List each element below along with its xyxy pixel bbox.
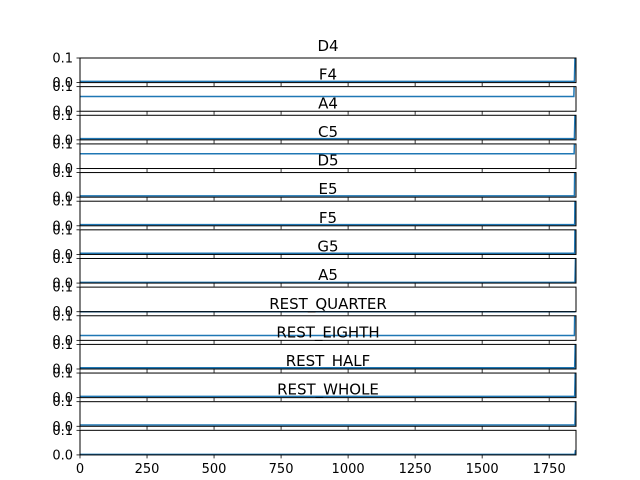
subplot-title: A4: [318, 94, 338, 112]
subplot-title: REST_QUARTER: [269, 295, 387, 314]
series-line: [80, 373, 576, 398]
axes-frame: [79, 401, 577, 427]
y-tick-label: 0.0: [52, 391, 73, 406]
subplot: 0.0 0.1 D4: [52, 37, 577, 91]
y-tick-label: 0.0: [52, 363, 73, 378]
y-tick-label: 0.0: [52, 334, 73, 349]
y-tick-label: 0.1: [52, 80, 73, 95]
axes-frame: [79, 429, 577, 456]
y-tick-label: 0.0: [52, 420, 73, 435]
series-line: [80, 315, 576, 337]
y-tick-label: 0.0: [52, 277, 73, 292]
axes-frame: [79, 257, 577, 284]
series-line: [80, 201, 576, 226]
series-line: [80, 115, 576, 140]
x-tick-label: 1750: [533, 462, 566, 477]
x-tick-label: 1500: [466, 462, 499, 477]
subplot-title: F4: [319, 66, 337, 84]
y-tick-label: 0.0: [52, 448, 73, 463]
axes-frame: [79, 172, 577, 198]
x-tick-label: 1250: [399, 462, 432, 477]
y-tick-label: 0.1: [52, 52, 73, 67]
y-tick-label: 0.1: [52, 281, 73, 296]
axes-frame: [79, 286, 577, 313]
y-tick-label: 0.1: [52, 252, 73, 267]
subplot-title: C5: [318, 123, 338, 141]
series-line: [80, 258, 577, 284]
subplot-title: E5: [318, 180, 337, 198]
series-line: [80, 449, 577, 456]
y-tick-label: 0.1: [52, 367, 73, 382]
y-tick-label: 0.0: [52, 105, 73, 120]
axes-frame: [79, 57, 577, 84]
y-tick-label: 0.0: [52, 133, 73, 148]
x-tick-label: 250: [135, 462, 160, 477]
y-tick-label: 0.1: [52, 109, 73, 124]
y-tick-label: 0.1: [52, 338, 73, 353]
series-line: [80, 86, 575, 98]
subplot-title: REST_WHOLE: [277, 381, 379, 400]
y-tick-label: 0.1: [52, 309, 73, 324]
x-tick-label: 500: [202, 462, 227, 477]
axes-frame: [79, 200, 577, 227]
x-tick-label: 0: [76, 462, 84, 477]
y-tick-label: 0.0: [52, 191, 73, 206]
series-line: [80, 143, 576, 155]
subplot: 0.00.1E5: [52, 180, 577, 234]
subplot: 0.0 0.1: [52, 424, 577, 463]
y-tick-label: 0.1: [52, 395, 73, 410]
series-line: [80, 57, 576, 83]
subplot: 0.00.1A5: [52, 266, 577, 320]
axes-frame: [79, 229, 577, 255]
series-line: [80, 172, 576, 197]
y-tick-label: 0.0: [52, 76, 73, 91]
subplot-title: G5: [317, 237, 338, 255]
axes-frame: [79, 343, 577, 370]
subplot: 0.00.1C5: [52, 123, 577, 177]
series-line: [80, 401, 577, 426]
subplot: 0.00.1D5: [52, 152, 577, 206]
axes-frame: [79, 372, 577, 399]
subplot: 0.00.1F5: [52, 209, 577, 263]
subplot-title: REST_HALF: [286, 352, 371, 371]
axes-frame: [79, 86, 577, 112]
y-tick-label: 0.1: [52, 424, 73, 439]
subplot-title: A5: [318, 266, 338, 284]
subplot: 0.00.1A4: [52, 94, 577, 148]
y-tick-label: 0.0: [52, 219, 73, 234]
x-tick-label: 750: [269, 462, 294, 477]
axes-frame: [79, 315, 577, 341]
y-tick-label: 0.0: [52, 305, 73, 320]
y-tick-label: 0.1: [52, 223, 73, 238]
y-tick-label: 0.1: [52, 137, 73, 152]
subplot: 0.00.1G5: [52, 237, 577, 292]
y-tick-label: 0.0: [52, 162, 73, 177]
axes-frame: [79, 143, 577, 170]
y-tick-label: 0.1: [52, 166, 73, 181]
y-tick-label: 0.0: [52, 248, 73, 263]
axes-frame: [79, 114, 577, 141]
y-tick-label: 0.1: [52, 195, 73, 210]
series-line: [80, 344, 576, 369]
subplot-title: D5: [317, 152, 338, 170]
subplot-title: REST_EIGHTH: [276, 323, 379, 342]
subplot: 0.00.1F4: [52, 66, 577, 120]
subplot-title: F5: [319, 209, 337, 227]
x-tick-label: 1000: [332, 462, 365, 477]
subplot-title: D4: [317, 37, 338, 55]
series-line: [80, 229, 576, 254]
